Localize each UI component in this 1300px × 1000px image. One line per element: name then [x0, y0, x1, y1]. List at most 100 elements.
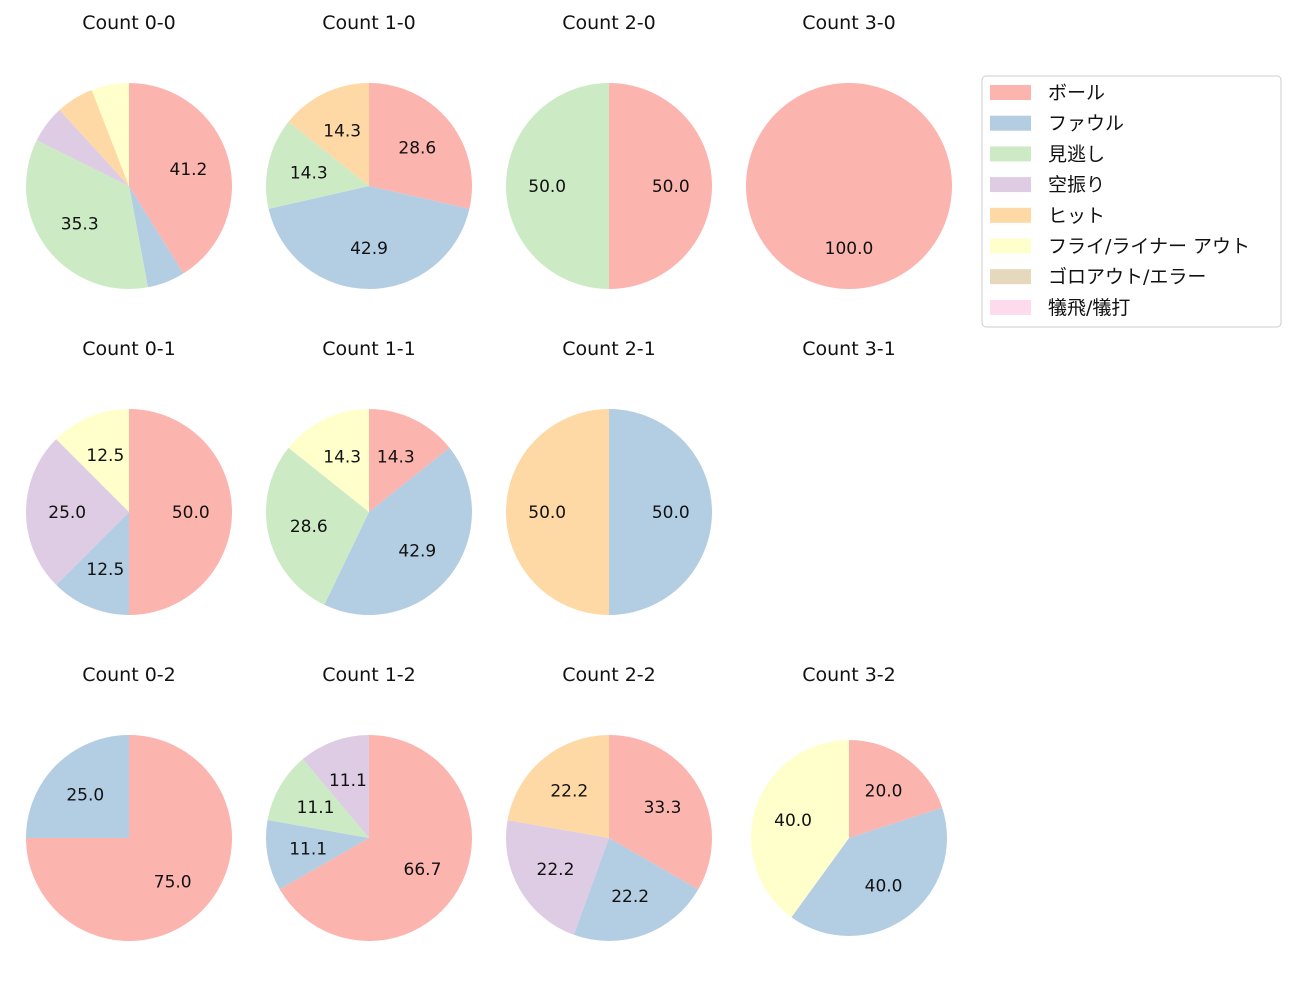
legend-label: ゴロアウト/エラー	[1048, 266, 1206, 288]
legend-label: ボール	[1048, 82, 1105, 104]
slice-label: 28.6	[398, 138, 436, 158]
slice-label: 50.0	[528, 503, 566, 523]
pie-panel: Count 1-1 14.3 42.9 28.6 14.3	[265, 338, 473, 616]
slice-label: 50.0	[652, 177, 690, 197]
pie-slice	[507, 734, 609, 838]
legend-swatch	[990, 85, 1031, 100]
slice-label: 50.0	[528, 177, 566, 197]
slice-label: 42.9	[398, 542, 436, 562]
slice-label: 40.0	[865, 877, 903, 897]
legend-swatch	[990, 207, 1031, 223]
pie-title: Count 0-1	[82, 338, 176, 360]
slice-label: 12.5	[86, 560, 124, 580]
slice-label: 22.2	[550, 782, 588, 802]
pie-panel: Count 3-0 100.0	[746, 12, 952, 289]
legend-label: フライ/ライナー アウト	[1048, 236, 1250, 258]
pie-slice	[609, 735, 712, 890]
legend-swatch	[990, 238, 1031, 254]
pie-slice	[26, 140, 148, 289]
pie-slice	[506, 409, 609, 615]
pie-slice	[265, 447, 369, 605]
pie-slice	[609, 83, 712, 289]
pie-slice	[369, 83, 473, 209]
slice-label: 42.9	[350, 239, 388, 259]
pie-slice	[573, 838, 699, 942]
pie-slice	[59, 89, 129, 186]
legend-swatch	[990, 115, 1031, 131]
pie-slice	[268, 186, 470, 290]
slice-label: 40.0	[774, 811, 812, 831]
legend-swatch	[990, 269, 1031, 285]
slice-label: 50.0	[652, 503, 690, 523]
legend-label: 犠飛/犠打	[1048, 297, 1130, 319]
slice-label: 25.0	[66, 785, 104, 805]
pie-title: Count 1-0	[322, 12, 416, 34]
legend-swatch	[990, 146, 1031, 162]
pie-title: Count 2-2	[562, 664, 656, 686]
slice-label: 50.0	[172, 503, 210, 523]
pie-slice	[746, 83, 952, 289]
pie-slice	[267, 759, 369, 838]
legend-label: 見逃し	[1048, 143, 1105, 165]
pie-slice	[129, 409, 232, 615]
pie-slice	[849, 740, 943, 838]
slice-label: 14.3	[377, 447, 415, 467]
slice-label: 66.7	[404, 860, 442, 880]
slice-label: 41.2	[170, 160, 208, 180]
pie-slice	[26, 439, 129, 585]
pie-panel: Count 3-2 20.0 40.0 40.0	[751, 664, 947, 936]
pie-slice	[369, 409, 450, 512]
slice-label: 100.0	[825, 239, 874, 259]
slice-label: 33.3	[644, 798, 682, 818]
pie-slice	[288, 83, 369, 186]
pie-slice	[36, 109, 130, 186]
pie-slice	[56, 512, 129, 615]
pie-slice	[56, 409, 129, 512]
slice-label: 35.3	[61, 214, 99, 234]
pie-panel: Count 1-0 28.6 42.9 14.3 14.3	[265, 12, 473, 290]
slice-label: 20.0	[865, 781, 903, 801]
slice-label: 14.3	[323, 121, 361, 141]
pie-title: Count 2-1	[562, 338, 656, 360]
slice-label: 28.6	[290, 517, 328, 537]
slice-label: 75.0	[154, 873, 192, 893]
pie-panel: Count 2-1 50.0 50.0	[506, 338, 712, 615]
pie-slice	[265, 121, 369, 209]
pie-slice	[265, 819, 369, 890]
pie-panel: Count 0-2 75.0 25.0	[26, 664, 232, 941]
pie-title: Count 3-0	[802, 12, 896, 34]
pie-panel: Count 1-2 66.7 11.1 11.1 11.1	[265, 664, 473, 941]
pie-slice	[129, 83, 232, 274]
pie-slice	[302, 735, 369, 838]
legend-frame	[981, 75, 1282, 328]
pie-title: Count 0-0	[82, 12, 176, 34]
pie-panel: Count 0-0 41.2 35.3	[26, 12, 232, 289]
slice-label: 14.3	[290, 163, 328, 183]
pie-title: Count 3-2	[802, 664, 896, 686]
pie-panel: Count 3-1	[802, 338, 896, 360]
pie-panels: Count 0-0 41.2 35.3 Count 1-0 28.6 42.9 14.3 14…	[26, 12, 952, 942]
pie-title: Count 2-0	[562, 12, 656, 34]
pie-title: Count 1-1	[322, 338, 416, 360]
pie-slice	[324, 447, 473, 616]
slice-label: 11.1	[297, 798, 335, 818]
pie-slice	[129, 186, 184, 288]
pie-slice	[506, 83, 609, 289]
slice-label: 22.2	[611, 887, 649, 907]
pie-title: Count 1-2	[322, 664, 416, 686]
slice-label: 14.3	[323, 447, 361, 467]
pie-slice	[609, 409, 712, 615]
slice-label: 11.1	[329, 771, 367, 791]
legend-label: ファウル	[1048, 113, 1124, 135]
legend-swatch	[990, 299, 1031, 315]
pie-panel: Count 0-1 50.0 12.5 25.0 12.5	[26, 338, 232, 615]
pie-panel: Count 2-2 33.3 22.2 22.2 22.2	[505, 664, 712, 942]
pie-title: Count 3-1	[802, 338, 896, 360]
pie-slice	[91, 83, 129, 186]
pie-title: Count 0-2	[82, 664, 176, 686]
slice-label: 25.0	[48, 503, 86, 523]
pie-slice	[288, 409, 369, 512]
slice-label: 12.5	[86, 446, 124, 466]
